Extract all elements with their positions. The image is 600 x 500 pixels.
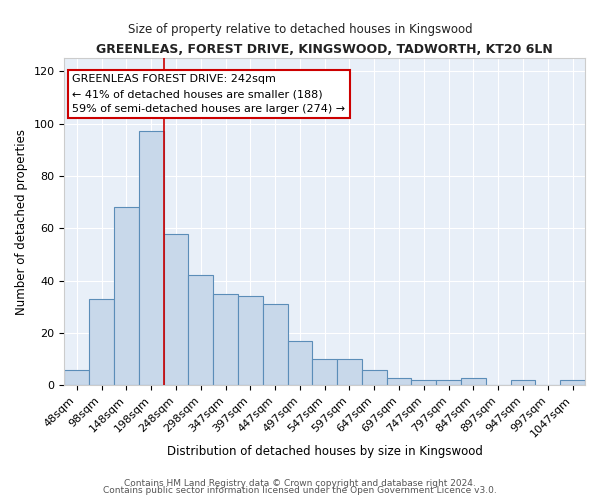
X-axis label: Distribution of detached houses by size in Kingswood: Distribution of detached houses by size … bbox=[167, 444, 482, 458]
Bar bbox=[313, 359, 337, 386]
Title: GREENLEAS, FOREST DRIVE, KINGSWOOD, TADWORTH, KT20 6LN: GREENLEAS, FOREST DRIVE, KINGSWOOD, TADW… bbox=[97, 42, 553, 56]
Text: GREENLEAS FOREST DRIVE: 242sqm
← 41% of detached houses are smaller (188)
59% of: GREENLEAS FOREST DRIVE: 242sqm ← 41% of … bbox=[72, 74, 346, 114]
Bar bbox=[89, 299, 114, 386]
Text: Contains HM Land Registry data © Crown copyright and database right 2024.: Contains HM Land Registry data © Crown c… bbox=[124, 478, 476, 488]
Bar bbox=[461, 378, 486, 386]
Bar bbox=[436, 380, 461, 386]
Bar bbox=[263, 304, 287, 386]
Bar bbox=[238, 296, 263, 386]
Bar bbox=[213, 294, 238, 386]
Bar bbox=[412, 380, 436, 386]
Bar bbox=[164, 234, 188, 386]
Bar bbox=[560, 380, 585, 386]
Bar bbox=[386, 378, 412, 386]
Bar bbox=[287, 341, 313, 386]
Bar bbox=[362, 370, 386, 386]
Bar bbox=[188, 276, 213, 386]
Bar bbox=[114, 208, 139, 386]
Y-axis label: Number of detached properties: Number of detached properties bbox=[15, 128, 28, 314]
Bar bbox=[64, 370, 89, 386]
Bar bbox=[139, 132, 164, 386]
Bar bbox=[511, 380, 535, 386]
Bar bbox=[337, 359, 362, 386]
Text: Contains public sector information licensed under the Open Government Licence v3: Contains public sector information licen… bbox=[103, 486, 497, 495]
Text: Size of property relative to detached houses in Kingswood: Size of property relative to detached ho… bbox=[128, 22, 472, 36]
